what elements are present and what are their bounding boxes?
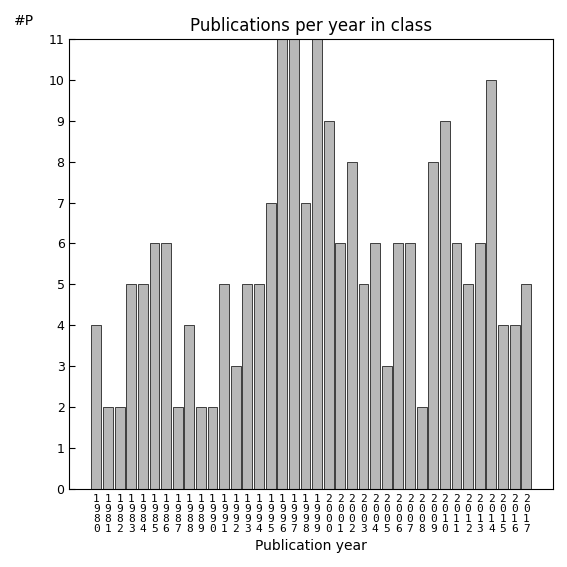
Bar: [184, 325, 194, 489]
Text: #P: #P: [14, 14, 34, 28]
Bar: [463, 284, 473, 489]
Bar: [417, 407, 426, 489]
Bar: [266, 202, 276, 489]
Bar: [126, 284, 136, 489]
Bar: [336, 243, 345, 489]
Bar: [498, 325, 508, 489]
Bar: [150, 243, 159, 489]
Bar: [301, 202, 310, 489]
Bar: [115, 407, 125, 489]
Bar: [289, 39, 299, 489]
Bar: [208, 407, 218, 489]
Bar: [324, 121, 333, 489]
Bar: [312, 39, 322, 489]
Title: Publications per year in class: Publications per year in class: [190, 16, 433, 35]
Bar: [347, 162, 357, 489]
Bar: [475, 243, 485, 489]
Bar: [219, 284, 229, 489]
Bar: [521, 284, 531, 489]
Bar: [486, 80, 496, 489]
Bar: [277, 39, 287, 489]
Bar: [91, 325, 101, 489]
Bar: [440, 121, 450, 489]
X-axis label: Publication year: Publication year: [255, 539, 367, 553]
Bar: [405, 243, 415, 489]
Bar: [510, 325, 519, 489]
Bar: [358, 284, 369, 489]
Bar: [196, 407, 206, 489]
Bar: [138, 284, 148, 489]
Bar: [428, 162, 438, 489]
Bar: [254, 284, 264, 489]
Bar: [161, 243, 171, 489]
Bar: [103, 407, 113, 489]
Bar: [451, 243, 462, 489]
Bar: [370, 243, 380, 489]
Bar: [393, 243, 403, 489]
Bar: [243, 284, 252, 489]
Bar: [231, 366, 241, 489]
Bar: [173, 407, 183, 489]
Bar: [382, 366, 392, 489]
